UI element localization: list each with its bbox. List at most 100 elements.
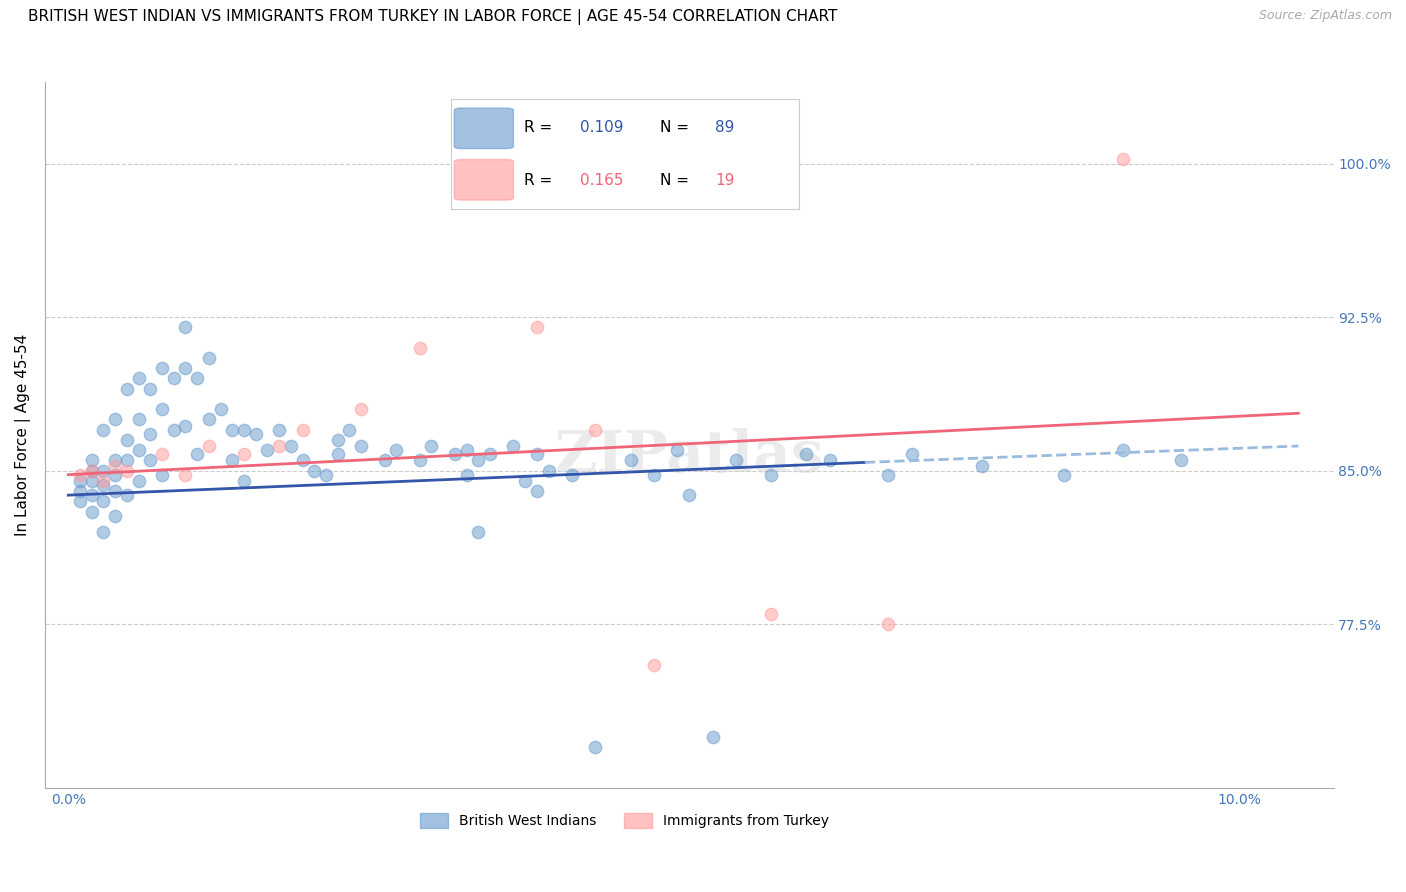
Point	[128, 412, 150, 426]
Text: BRITISH WEST INDIAN VS IMMIGRANTS FROM TURKEY IN LABOR FORCE | AGE 45-54 CORRELA: BRITISH WEST INDIAN VS IMMIGRANTS FROM T…	[28, 9, 838, 25]
Point	[900, 447, 922, 461]
Point	[150, 447, 173, 461]
Point	[221, 423, 243, 437]
Point	[326, 433, 349, 447]
Point	[761, 607, 783, 621]
Point	[150, 467, 173, 482]
Point	[104, 483, 127, 498]
Point	[69, 494, 91, 508]
Point	[818, 453, 841, 467]
Point	[128, 474, 150, 488]
Y-axis label: In Labor Force | Age 45-54: In Labor Force | Age 45-54	[15, 334, 31, 536]
Point	[291, 423, 314, 437]
Point	[350, 402, 373, 417]
Point	[702, 730, 724, 744]
Point	[467, 524, 489, 539]
Point	[537, 464, 560, 478]
Point	[115, 453, 138, 467]
Point	[1053, 467, 1076, 482]
Point	[444, 447, 467, 461]
Point	[526, 320, 548, 334]
Point	[150, 402, 173, 417]
Point	[456, 443, 478, 458]
Point	[128, 443, 150, 458]
Point	[725, 453, 748, 467]
Point	[280, 439, 302, 453]
Point	[1170, 453, 1192, 467]
Point	[104, 412, 127, 426]
Point	[93, 474, 115, 488]
Point	[233, 447, 256, 461]
Point	[104, 508, 127, 523]
Point	[585, 739, 607, 754]
Point	[467, 453, 489, 467]
Text: ZIPatlas: ZIPatlas	[554, 428, 824, 484]
Point	[93, 494, 115, 508]
Point	[198, 351, 221, 365]
Point	[174, 467, 197, 482]
Point	[585, 423, 607, 437]
Point	[139, 453, 162, 467]
Text: Source: ZipAtlas.com: Source: ZipAtlas.com	[1258, 9, 1392, 22]
Point	[80, 504, 103, 518]
Point	[796, 447, 818, 461]
Point	[115, 433, 138, 447]
Point	[150, 361, 173, 376]
Point	[326, 447, 349, 461]
Point	[221, 453, 243, 467]
Point	[69, 483, 91, 498]
Point	[209, 402, 232, 417]
Point	[304, 464, 326, 478]
Point	[128, 371, 150, 385]
Point	[678, 488, 700, 502]
Point	[186, 371, 208, 385]
Point	[456, 467, 478, 482]
Point	[233, 423, 256, 437]
Point	[339, 423, 361, 437]
Point	[93, 423, 115, 437]
Point	[139, 426, 162, 441]
Point	[479, 447, 502, 461]
Point	[315, 467, 337, 482]
Point	[198, 412, 221, 426]
Point	[104, 467, 127, 482]
Point	[198, 439, 221, 453]
Legend: British West Indians, Immigrants from Turkey: British West Indians, Immigrants from Tu…	[415, 808, 835, 834]
Point	[115, 464, 138, 478]
Point	[80, 464, 103, 478]
Point	[80, 488, 103, 502]
Point	[245, 426, 267, 441]
Point	[174, 418, 197, 433]
Point	[761, 467, 783, 482]
Point	[80, 464, 103, 478]
Point	[69, 467, 91, 482]
Point	[93, 464, 115, 478]
Point	[1111, 443, 1133, 458]
Point	[174, 361, 197, 376]
Point	[643, 467, 665, 482]
Point	[385, 443, 408, 458]
Point	[643, 658, 665, 673]
Point	[526, 447, 548, 461]
Point	[115, 488, 138, 502]
Point	[163, 423, 186, 437]
Point	[877, 467, 900, 482]
Point	[409, 341, 432, 355]
Point	[526, 483, 548, 498]
Point	[93, 478, 115, 492]
Point	[233, 474, 256, 488]
Point	[1111, 153, 1133, 167]
Point	[256, 443, 278, 458]
Point	[80, 474, 103, 488]
Point	[93, 524, 115, 539]
Point	[174, 320, 197, 334]
Point	[269, 423, 291, 437]
Point	[620, 453, 643, 467]
Point	[269, 439, 291, 453]
Point	[877, 617, 900, 632]
Point	[69, 474, 91, 488]
Point	[291, 453, 314, 467]
Point	[502, 439, 524, 453]
Point	[666, 443, 689, 458]
Point	[561, 467, 583, 482]
